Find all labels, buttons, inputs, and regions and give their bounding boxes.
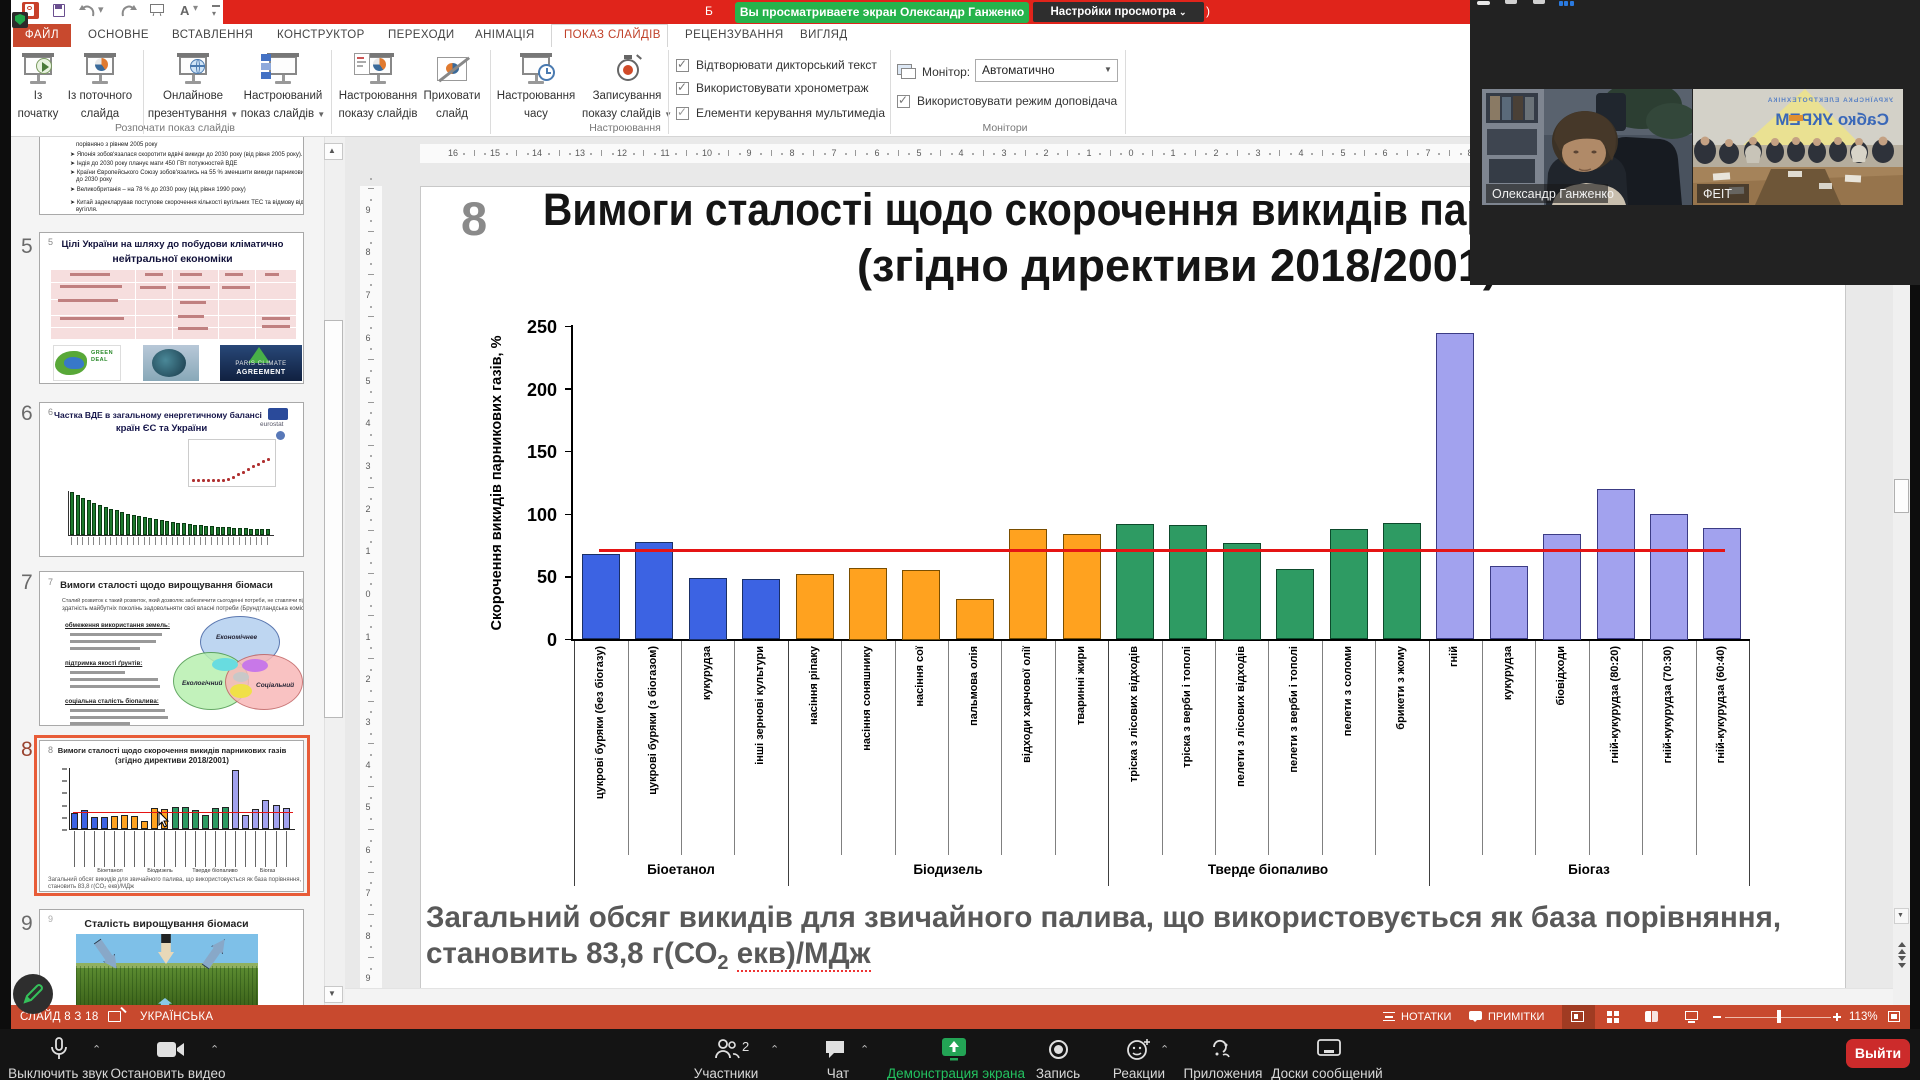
svg-text:Сабко УКРЕМ: Сабко УКРЕМ — [1775, 110, 1889, 129]
svg-text:ФЕІТ: ФЕІТ — [1703, 187, 1732, 201]
svg-text:УКРАЇНСЬКА ЕЛЕКТРОТЕХНІКА: УКРАЇНСЬКА ЕЛЕКТРОТЕХНІКА — [1767, 96, 1893, 104]
svg-text:Олександр Ганженко: Олександр Ганженко — [1492, 187, 1614, 201]
